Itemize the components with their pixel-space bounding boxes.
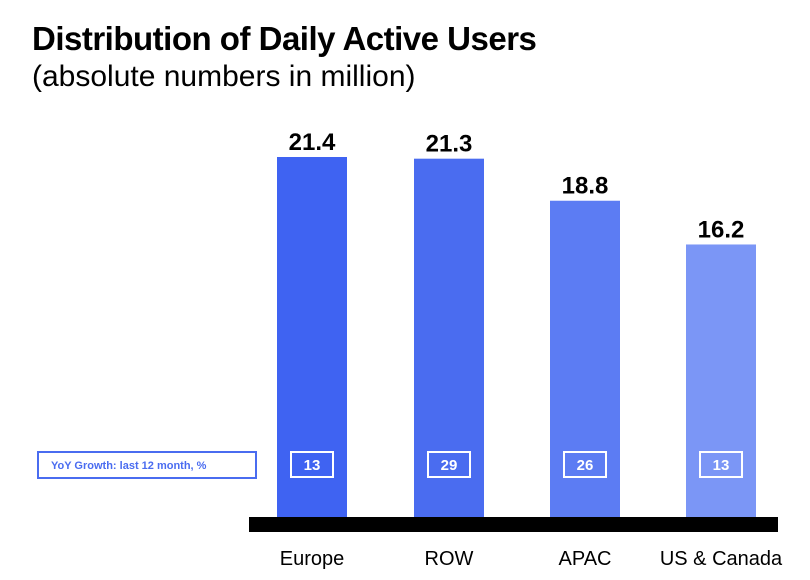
chart-subtitle: (absolute numbers in million) xyxy=(32,60,416,93)
bar-us-canada xyxy=(686,244,756,518)
value-labels-layer: 21.4 21.3 18.8 16.2 xyxy=(289,129,745,243)
bar-row xyxy=(414,158,484,517)
category-label: APAC xyxy=(559,548,612,570)
yoy-badge-box xyxy=(699,451,743,478)
yoy-badges-layer: 13 29 26 13 xyxy=(290,451,743,478)
category-label: Europe xyxy=(280,548,345,570)
x-axis-baseline xyxy=(249,517,778,532)
yoy-legend: YoY Growth: last 12 month, % xyxy=(37,451,257,479)
yoy-legend-box xyxy=(37,451,257,479)
yoy-legend-label: YoY Growth: last 12 month, % xyxy=(51,460,207,472)
yoy-badge-box xyxy=(290,451,334,478)
chart-title: Distribution of Daily Active Users xyxy=(32,20,537,57)
category-label: ROW xyxy=(425,548,474,570)
yoy-badge-value: 13 xyxy=(304,457,321,474)
yoy-badge-box xyxy=(427,451,471,478)
value-label: 18.8 xyxy=(562,173,609,200)
category-labels-layer: Europe ROW APAC US & Canada xyxy=(280,548,783,570)
value-label: 21.4 xyxy=(289,129,336,156)
bar-europe xyxy=(277,157,347,517)
yoy-badge-value: 26 xyxy=(577,457,594,474)
bars-layer xyxy=(277,157,756,518)
yoy-badge-value: 29 xyxy=(441,457,458,474)
category-label: US & Canada xyxy=(660,548,783,570)
yoy-badge-box xyxy=(563,451,607,478)
value-label: 16.2 xyxy=(698,216,745,243)
yoy-badge-value: 13 xyxy=(713,457,730,474)
bar-apac xyxy=(550,200,620,517)
value-label: 21.3 xyxy=(426,131,473,158)
